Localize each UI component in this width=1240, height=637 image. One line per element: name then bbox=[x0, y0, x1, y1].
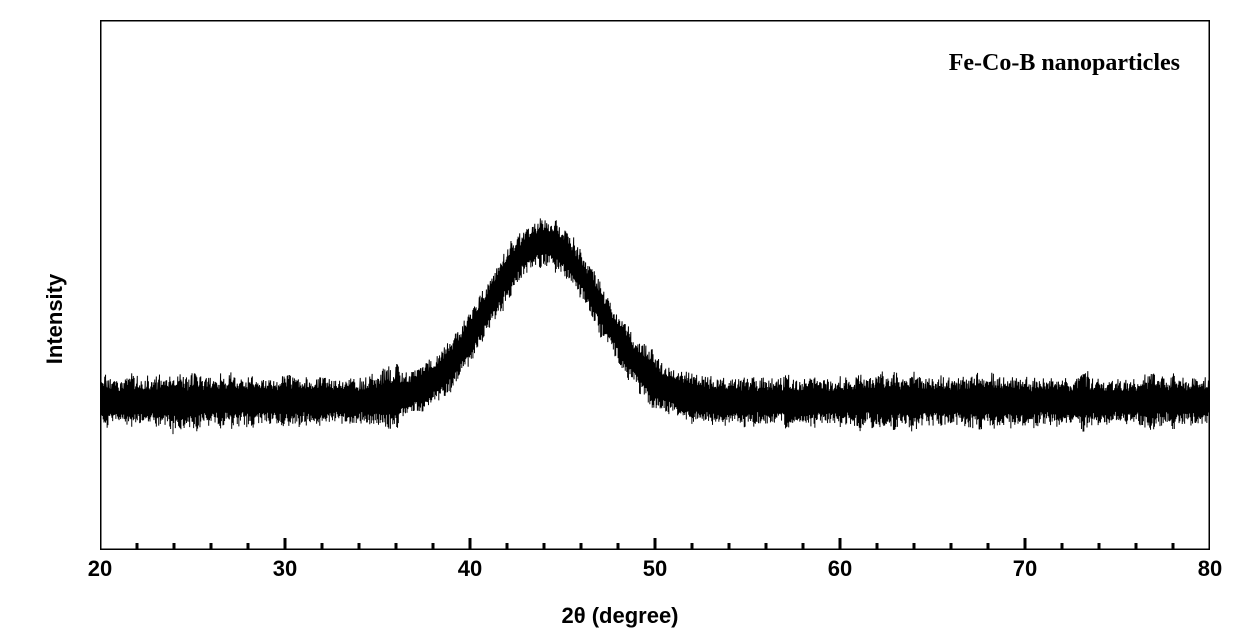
xtick-label: 60 bbox=[828, 556, 852, 582]
xrd-plot-svg bbox=[100, 20, 1210, 550]
xtick-label: 50 bbox=[643, 556, 667, 582]
y-axis-label: Intensity bbox=[42, 273, 68, 363]
xtick-label: 20 bbox=[88, 556, 112, 582]
xticks-major bbox=[100, 538, 1210, 550]
xtick-label: 70 bbox=[1013, 556, 1037, 582]
xtick-label: 40 bbox=[458, 556, 482, 582]
x-axis-label: 2θ (degree) bbox=[561, 603, 678, 629]
plot-area: Fe-Co-B nanoparticles 20304050607080 bbox=[100, 20, 1210, 550]
legend-text: Fe-Co-B nanoparticles bbox=[949, 50, 1180, 77]
xrd-trace bbox=[100, 218, 1210, 434]
xtick-label: 30 bbox=[273, 556, 297, 582]
xtick-label: 80 bbox=[1198, 556, 1222, 582]
axis-box bbox=[100, 20, 1210, 550]
xrd-figure: Intensity 2θ (degree) Fe-Co-B nanopartic… bbox=[0, 0, 1240, 637]
